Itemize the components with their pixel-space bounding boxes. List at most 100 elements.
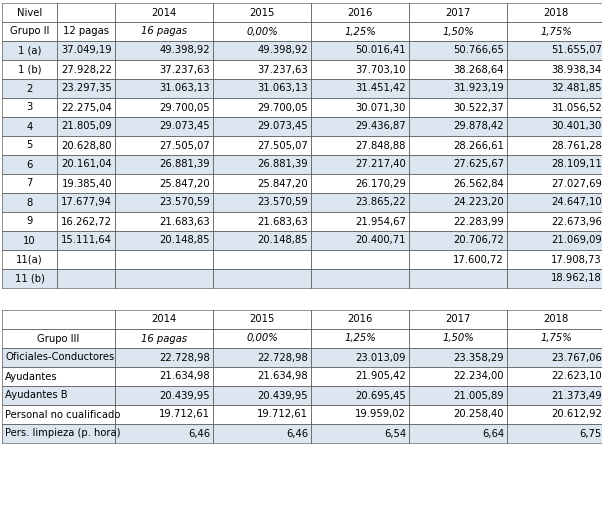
Text: 10: 10 xyxy=(23,235,36,246)
Bar xyxy=(213,269,311,288)
Text: 38.268,64: 38.268,64 xyxy=(453,64,504,75)
Bar xyxy=(2,386,115,405)
Text: 49.398,92: 49.398,92 xyxy=(160,46,210,56)
Text: 30.522,37: 30.522,37 xyxy=(453,102,504,113)
Text: 12 pagas: 12 pagas xyxy=(63,27,109,36)
Text: 23.013,09: 23.013,09 xyxy=(356,353,406,362)
Bar xyxy=(311,348,409,367)
Text: 29.700,05: 29.700,05 xyxy=(160,102,210,113)
Text: 22.234,00: 22.234,00 xyxy=(453,372,504,381)
Bar xyxy=(57,41,115,60)
Bar xyxy=(115,424,213,443)
Bar xyxy=(57,231,115,250)
Text: 1 (b): 1 (b) xyxy=(17,64,42,75)
Text: 21.683,63: 21.683,63 xyxy=(258,216,308,227)
Text: 17.600,72: 17.600,72 xyxy=(453,254,504,265)
Text: 20.439,95: 20.439,95 xyxy=(160,391,210,400)
Text: 28.761,28: 28.761,28 xyxy=(551,140,602,151)
Bar xyxy=(409,269,507,288)
Text: 38.938,34: 38.938,34 xyxy=(552,64,602,75)
Bar xyxy=(2,79,57,98)
Bar xyxy=(57,117,115,136)
Text: Oficiales-Conductores: Oficiales-Conductores xyxy=(5,353,114,362)
Bar xyxy=(115,155,213,174)
Text: 6,64: 6,64 xyxy=(482,429,504,438)
Text: 49.398,92: 49.398,92 xyxy=(258,46,308,56)
Text: 30.071,30: 30.071,30 xyxy=(356,102,406,113)
Text: 1,50%: 1,50% xyxy=(442,27,474,36)
Text: 6,46: 6,46 xyxy=(188,429,210,438)
Text: 16 pagas: 16 pagas xyxy=(141,27,187,36)
Text: 26.881,39: 26.881,39 xyxy=(160,159,210,170)
Bar xyxy=(409,348,507,367)
Text: 31.923,19: 31.923,19 xyxy=(453,83,504,94)
Bar xyxy=(311,269,409,288)
Text: 23.865,22: 23.865,22 xyxy=(355,197,406,208)
Text: Grupo II: Grupo II xyxy=(10,27,49,36)
Text: 51.655,07: 51.655,07 xyxy=(551,46,602,56)
Bar xyxy=(213,386,311,405)
Bar xyxy=(507,424,602,443)
Text: 1,75%: 1,75% xyxy=(540,27,572,36)
Text: 26.562,84: 26.562,84 xyxy=(453,178,504,189)
Text: 2017: 2017 xyxy=(445,315,471,324)
Bar xyxy=(115,79,213,98)
Text: 21.954,67: 21.954,67 xyxy=(355,216,406,227)
Text: 17.677,94: 17.677,94 xyxy=(61,197,112,208)
Text: 31.063,13: 31.063,13 xyxy=(258,83,308,94)
Text: 27.625,67: 27.625,67 xyxy=(453,159,504,170)
Bar xyxy=(311,193,409,212)
Text: 2017: 2017 xyxy=(445,8,471,17)
Bar xyxy=(57,193,115,212)
Bar xyxy=(115,386,213,405)
Text: 24.223,20: 24.223,20 xyxy=(453,197,504,208)
Text: 20.612,92: 20.612,92 xyxy=(551,410,602,419)
Text: 23.570,59: 23.570,59 xyxy=(160,197,210,208)
Text: 26.170,29: 26.170,29 xyxy=(355,178,406,189)
Text: 37.237,63: 37.237,63 xyxy=(160,64,210,75)
Text: 20.161,04: 20.161,04 xyxy=(61,159,112,170)
Text: 23.297,35: 23.297,35 xyxy=(61,83,112,94)
Bar xyxy=(213,348,311,367)
Bar xyxy=(507,79,602,98)
Text: 27.505,07: 27.505,07 xyxy=(257,140,308,151)
Text: 22.275,04: 22.275,04 xyxy=(61,102,112,113)
Text: 2014: 2014 xyxy=(151,315,176,324)
Bar xyxy=(2,155,57,174)
Text: 22.623,10: 22.623,10 xyxy=(551,372,602,381)
Bar xyxy=(507,193,602,212)
Bar xyxy=(115,193,213,212)
Bar xyxy=(311,386,409,405)
Text: 19.385,40: 19.385,40 xyxy=(61,178,112,189)
Text: 28.266,61: 28.266,61 xyxy=(453,140,504,151)
Text: Ayudantes B: Ayudantes B xyxy=(5,391,67,400)
Text: 21.683,63: 21.683,63 xyxy=(160,216,210,227)
Text: 11(a): 11(a) xyxy=(16,254,43,265)
Text: 21.373,49: 21.373,49 xyxy=(551,391,602,400)
Text: Nivel: Nivel xyxy=(17,8,42,17)
Bar xyxy=(507,155,602,174)
Bar xyxy=(311,79,409,98)
Bar xyxy=(115,117,213,136)
Text: 20.148,85: 20.148,85 xyxy=(258,235,308,246)
Text: 21.634,98: 21.634,98 xyxy=(258,372,308,381)
Text: 6: 6 xyxy=(26,159,33,170)
Text: 20.439,95: 20.439,95 xyxy=(258,391,308,400)
Text: 2: 2 xyxy=(26,83,33,94)
Text: 2016: 2016 xyxy=(347,8,373,17)
Text: 2016: 2016 xyxy=(347,315,373,324)
Text: 8: 8 xyxy=(26,197,33,208)
Text: 50.016,41: 50.016,41 xyxy=(355,46,406,56)
Text: 24.647,10: 24.647,10 xyxy=(551,197,602,208)
Bar xyxy=(311,117,409,136)
Text: 23.358,29: 23.358,29 xyxy=(453,353,504,362)
Text: 27.505,07: 27.505,07 xyxy=(160,140,210,151)
Text: 21.069,09: 21.069,09 xyxy=(551,235,602,246)
Bar xyxy=(213,41,311,60)
Text: 19.712,61: 19.712,61 xyxy=(159,410,210,419)
Text: 5: 5 xyxy=(26,140,33,151)
Text: 31.451,42: 31.451,42 xyxy=(355,83,406,94)
Bar xyxy=(115,231,213,250)
Text: 0,00%: 0,00% xyxy=(246,27,278,36)
Text: 23.570,59: 23.570,59 xyxy=(257,197,308,208)
